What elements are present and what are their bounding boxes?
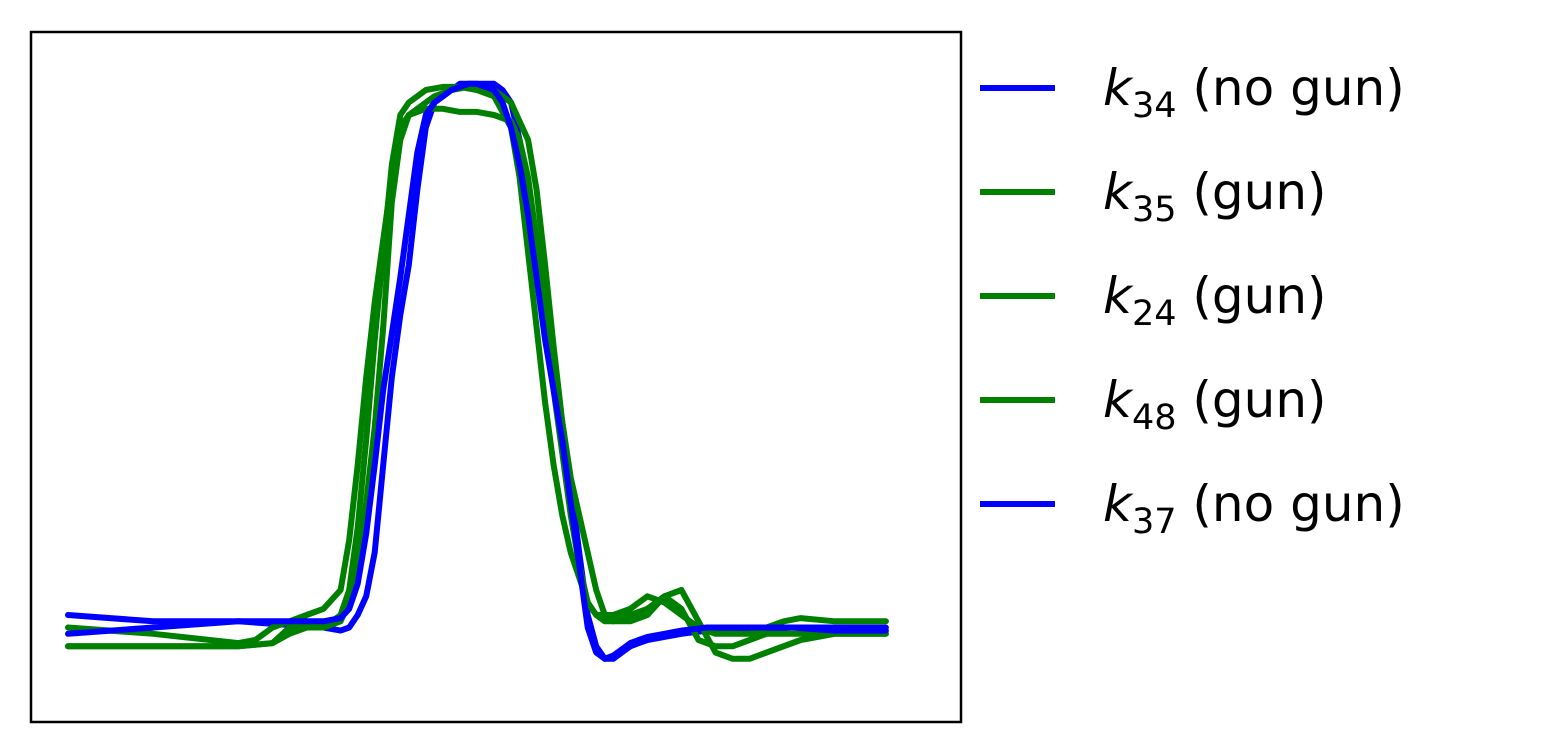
legend-label: k24 (gun)	[1103, 267, 1327, 334]
legend-entry-k48: k48 (gun)	[980, 371, 1327, 438]
series-layer	[65, 80, 889, 662]
legend-entry-k34: k34 (no gun)	[980, 59, 1405, 126]
plot-area	[29, 30, 963, 724]
legend: k34 (no gun) k35 (gun) k24 (gun) k48 (gun) k…	[980, 59, 1405, 542]
legend-entry-k24: k24 (gun)	[980, 267, 1327, 334]
legend-entry-k37: k37 (no gun)	[980, 475, 1405, 542]
legend-label: k37 (no gun)	[1103, 475, 1405, 542]
legend-label: k35 (gun)	[1103, 163, 1327, 230]
legend-label: k48 (gun)	[1103, 371, 1327, 438]
legend-label: k34 (no gun)	[1103, 59, 1405, 126]
series-line-k37	[65, 80, 889, 662]
legend-entry-k35: k35 (gun)	[980, 163, 1327, 230]
